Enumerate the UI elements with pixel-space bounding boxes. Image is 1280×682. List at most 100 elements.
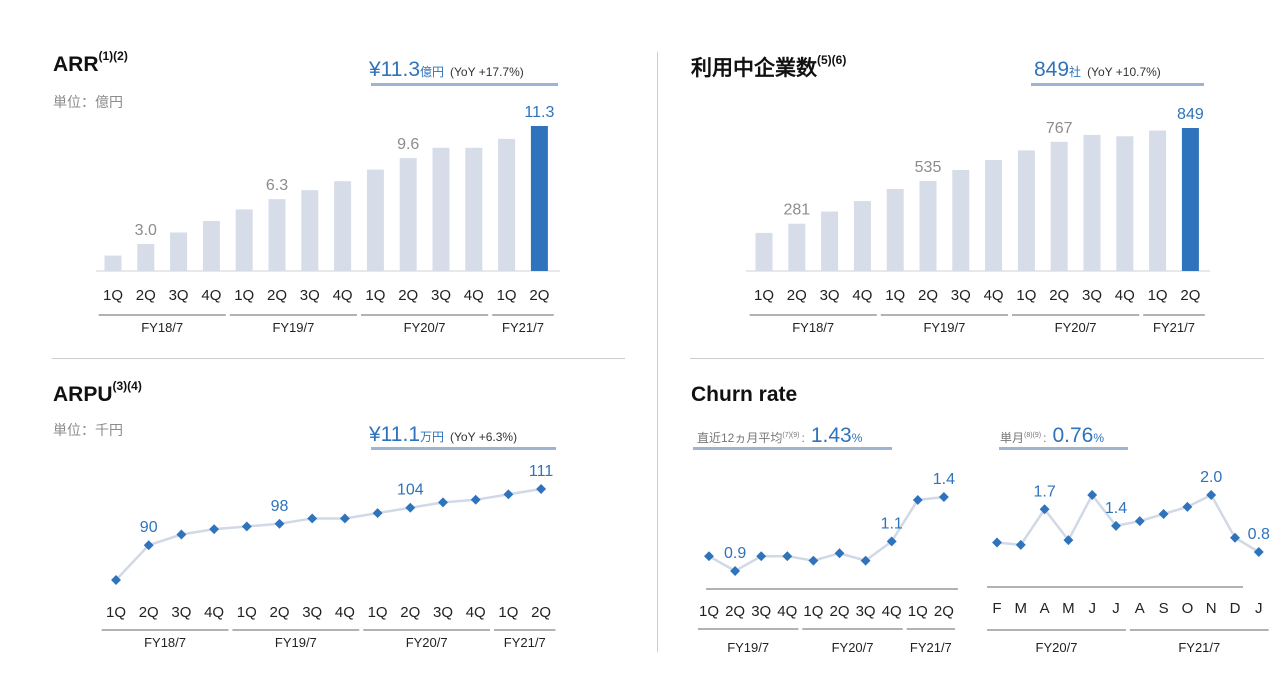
category-label-arpu: 4Q xyxy=(335,604,355,621)
category-label-arr: 1Q xyxy=(365,287,385,304)
category-label-companies: 2Q xyxy=(1049,287,1069,304)
category-label-churn_quarterly: 2Q xyxy=(829,603,849,620)
bar-arr xyxy=(399,158,417,271)
category-label-arpu: 1Q xyxy=(368,604,388,621)
point-arpu xyxy=(209,524,220,535)
category-label-companies: 3Q xyxy=(820,287,840,304)
companies-kpi-yoy: (YoY +10.7%) xyxy=(1087,65,1161,79)
point-churn_monthly xyxy=(1063,535,1074,546)
data-label-arr: 9.6 xyxy=(397,136,419,153)
category-label-arr: 2Q xyxy=(529,287,549,304)
point-arpu xyxy=(274,518,285,529)
data-label-churn_quarterly: 1.4 xyxy=(933,471,955,488)
category-label-companies: 1Q xyxy=(1016,287,1036,304)
point-arpu xyxy=(372,508,383,519)
group-label-arr: FY21/7 xyxy=(502,320,544,335)
left-horizontal-divider xyxy=(52,358,625,359)
category-label-churn_monthly: J xyxy=(1088,600,1096,617)
bar-companies xyxy=(1050,141,1068,271)
group-label-churn_quarterly: FY20/7 xyxy=(832,640,874,655)
category-label-churn_quarterly: 3Q xyxy=(856,603,876,620)
churn-kpi-month-colon: : xyxy=(1043,431,1047,445)
churn-kpi-avg: 直近12ヵ月平均(7)(9):1.43% xyxy=(697,424,862,448)
companies-kpi-underline xyxy=(1031,83,1204,86)
category-label-companies: 4Q xyxy=(984,287,1004,304)
category-label-arr: 2Q xyxy=(267,287,287,304)
category-label-churn_monthly: N xyxy=(1206,600,1217,617)
category-label-companies: 2Q xyxy=(787,287,807,304)
arpu-kpi-value: ¥11.1 xyxy=(369,423,420,446)
point-churn_monthly xyxy=(1039,504,1050,515)
point-arpu xyxy=(111,575,121,585)
category-label-arr: 4Q xyxy=(464,287,484,304)
category-label-churn_monthly: A xyxy=(1040,600,1050,617)
point-arpu xyxy=(470,494,481,505)
companies-kpi: 849社 (YoY +10.7%) xyxy=(1034,58,1161,82)
category-label-companies: 3Q xyxy=(1082,287,1102,304)
category-label-arr: 1Q xyxy=(234,287,254,304)
point-churn_monthly xyxy=(1206,490,1217,500)
category-label-arpu: 2Q xyxy=(139,604,159,621)
category-label-arpu: 4Q xyxy=(204,604,224,621)
category-label-companies: 2Q xyxy=(918,287,938,304)
right-horizontal-divider xyxy=(690,358,1264,359)
category-label-churn_quarterly: 2Q xyxy=(725,603,745,620)
arpu-kpi-underline xyxy=(371,447,556,450)
data-label-companies: 535 xyxy=(915,159,942,176)
arr-kpi-value: ¥11.3 xyxy=(369,58,420,81)
arr-kpi-yoy: (YoY +17.7%) xyxy=(450,65,524,79)
bar-arr xyxy=(432,147,450,271)
category-label-arpu: 2Q xyxy=(531,604,551,621)
churn-kpi-avg-underline xyxy=(693,447,892,450)
bar-companies xyxy=(952,169,970,271)
churn-kpi-month-footnote: (8)(9) xyxy=(1024,432,1042,439)
point-arpu xyxy=(536,484,547,494)
data-label-arpu: 111 xyxy=(529,463,553,480)
category-label-arpu: 2Q xyxy=(269,604,289,621)
point-churn_quarterly xyxy=(860,555,871,566)
bar-arr xyxy=(465,147,483,271)
point-churn_monthly xyxy=(1111,520,1121,531)
arr-kpi-suffix: 億円 xyxy=(420,65,445,79)
point-churn_monthly xyxy=(1253,547,1264,557)
category-label-churn_quarterly: 3Q xyxy=(751,603,771,620)
churn-kpi-month-suffix: % xyxy=(1093,431,1105,445)
bar-arr xyxy=(170,232,188,271)
category-label-arr: 3Q xyxy=(431,287,451,304)
point-arpu xyxy=(405,502,416,513)
category-label-churn_monthly: M xyxy=(1015,600,1028,617)
bar-companies xyxy=(1149,130,1167,271)
point-churn_monthly xyxy=(1015,539,1026,550)
data-label-churn_quarterly: 0.9 xyxy=(724,545,746,562)
churn-kpi-month: 単月(8)(9):0.76% xyxy=(1000,424,1104,448)
point-churn_monthly xyxy=(1182,501,1193,512)
point-churn_quarterly xyxy=(730,566,741,576)
group-label-churn_monthly: FY21/7 xyxy=(1178,640,1220,655)
group-label-arpu: FY20/7 xyxy=(406,635,448,650)
data-label-arr: 6.3 xyxy=(266,177,288,194)
bar-arr xyxy=(366,169,384,271)
bar-arr xyxy=(498,138,516,271)
bar-companies xyxy=(788,223,806,271)
point-churn_monthly xyxy=(1158,509,1169,519)
companies-kpi-value: 849 xyxy=(1034,58,1070,81)
group-label-churn_monthly: FY20/7 xyxy=(1036,640,1078,655)
category-label-churn_quarterly: 1Q xyxy=(908,603,928,620)
churn-kpi-month-value: 0.76 xyxy=(1052,424,1094,447)
category-label-companies: 1Q xyxy=(1148,287,1168,304)
data-label-arr: 3.0 xyxy=(135,222,157,239)
point-churn_quarterly xyxy=(756,551,767,562)
bar-companies xyxy=(853,201,871,271)
bar-arr xyxy=(235,209,253,271)
arpu-kpi-suffix: 万円 xyxy=(420,430,445,444)
category-label-arpu: 1Q xyxy=(106,604,126,621)
bar-companies xyxy=(821,211,839,271)
point-churn_quarterly xyxy=(938,492,949,502)
category-label-churn_quarterly: 4Q xyxy=(882,603,902,620)
point-churn_quarterly xyxy=(704,551,714,562)
point-arpu xyxy=(339,513,350,524)
data-label-companies: 281 xyxy=(783,202,810,219)
data-label-churn_quarterly: 1.1 xyxy=(881,515,903,532)
category-label-arr: 1Q xyxy=(103,287,123,304)
data-label-churn_monthly: 0.8 xyxy=(1248,526,1270,543)
